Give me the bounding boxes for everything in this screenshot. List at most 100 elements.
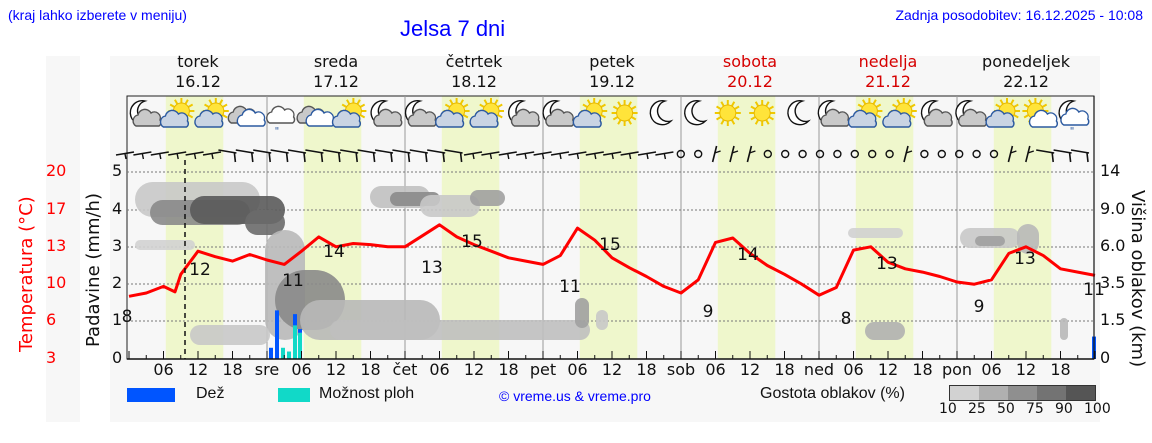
x-tick: 18 xyxy=(222,360,243,379)
day-label-5: nedelja 21.12 xyxy=(828,52,948,92)
temperature-label: 14 xyxy=(737,245,759,265)
day-name: petek xyxy=(589,52,635,71)
legend-showers-label: Možnost ploh xyxy=(319,385,415,402)
temperature-tick: 13 xyxy=(46,236,67,255)
x-tick: 06 xyxy=(153,360,174,379)
x-tick: 18 xyxy=(498,360,519,379)
legend-rain-swatch xyxy=(127,388,175,402)
cloud-height-tick: 0 xyxy=(1100,348,1111,367)
day-name: ponedeljek xyxy=(982,52,1070,71)
x-tick: 18 xyxy=(774,360,795,379)
x-tick: 06 xyxy=(705,360,726,379)
x-tick: sob xyxy=(666,360,696,379)
x-tick: 18 xyxy=(912,360,933,379)
x-tick: 06 xyxy=(429,360,450,379)
weather-icons: " " xyxy=(129,98,1090,137)
day-label-3: petek 19.12 xyxy=(552,52,672,92)
x-tick: čet xyxy=(392,360,418,379)
day-date: 17.12 xyxy=(313,72,359,91)
page-title: Jelsa 7 dni xyxy=(400,16,506,41)
temperature-label: 13 xyxy=(876,254,898,274)
x-tick: 18 xyxy=(360,360,381,379)
temperature-label: 12 xyxy=(189,260,211,280)
density-tick: 90 xyxy=(1055,401,1073,417)
cloud-density-label: Gostota oblakov (%) xyxy=(760,385,905,402)
temperature-label: 11 xyxy=(559,277,581,297)
copyright-link[interactable]: © vreme.us & vreme.pro xyxy=(499,388,651,404)
day-date: 19.12 xyxy=(589,72,635,91)
temperature-label: 8 xyxy=(841,309,852,329)
x-tick: 12 xyxy=(739,360,761,379)
x-tick: sre xyxy=(254,360,280,379)
density-tick: 10 xyxy=(939,401,957,417)
precipitation-tick: 1 xyxy=(112,310,123,329)
precipitation-tick: 3 xyxy=(112,236,123,255)
day-name: četrtek xyxy=(445,52,503,71)
temperature-line xyxy=(128,223,1096,298)
temperature-label: 15 xyxy=(461,232,483,252)
x-tick: pon xyxy=(941,360,973,379)
day-label-2: četrtek 18.12 xyxy=(414,52,534,92)
day-label-4: sobota 20.12 xyxy=(690,52,810,92)
temperature-tick: 3 xyxy=(46,348,57,367)
temperature-tick: 10 xyxy=(46,273,67,292)
svg-text:": " xyxy=(1070,126,1075,137)
cloud-height-tick: 9.0 xyxy=(1100,199,1126,218)
density-tick: 25 xyxy=(968,401,986,417)
cloud-density-scale xyxy=(949,385,1096,401)
cloud-height-tick: 6.0 xyxy=(1100,236,1126,255)
day-name: nedelja xyxy=(858,52,918,71)
temperature-label: 13 xyxy=(1014,249,1036,269)
day-label-6: ponedeljek 22.12 xyxy=(966,52,1086,92)
temperature-tick: 20 xyxy=(46,161,67,180)
cloud-height-tick: 14 xyxy=(1100,161,1121,180)
temperature-tick: 17 xyxy=(46,199,67,218)
x-tick-marks xyxy=(128,351,1096,359)
x-tick: pet xyxy=(529,360,557,379)
day-date: 20.12 xyxy=(727,72,773,91)
x-tick: 06 xyxy=(291,360,312,379)
cloud-density-field xyxy=(135,182,1068,345)
temperature-tick: 6 xyxy=(46,310,57,329)
x-tick: 12 xyxy=(463,360,485,379)
day-label-1: sreda 17.12 xyxy=(276,52,396,92)
precipitation-tick: 2 xyxy=(112,273,123,292)
day-date: 18.12 xyxy=(451,72,497,91)
precipitation-tick: 0 xyxy=(112,348,123,367)
temp-axis-panel xyxy=(46,56,80,422)
x-tick: ned xyxy=(803,360,835,379)
x-tick: 12 xyxy=(325,360,347,379)
x-tick: 12 xyxy=(601,360,623,379)
temperature-label: 9 xyxy=(703,302,714,322)
x-tick: 12 xyxy=(877,360,899,379)
density-swatch xyxy=(950,386,979,400)
svg-text:": " xyxy=(275,126,280,137)
temperature-label: 14 xyxy=(323,242,345,262)
day-name: torek xyxy=(177,52,219,71)
wind-barbs xyxy=(115,145,1090,163)
x-tick: 12 xyxy=(187,360,209,379)
density-swatch xyxy=(1037,386,1066,400)
temperature-label: 13 xyxy=(421,258,443,278)
density-swatch xyxy=(1008,386,1037,400)
day-date: 21.12 xyxy=(865,72,911,91)
legend-showers-swatch xyxy=(278,388,310,402)
density-tick: 75 xyxy=(1026,401,1044,417)
day-name: sobota xyxy=(722,52,778,71)
legend-rain-label: Dež xyxy=(196,385,225,402)
x-tick: 12 xyxy=(1015,360,1037,379)
location-menu-hint[interactable]: (kraj lahko izberete v meniju) xyxy=(8,7,187,23)
day-date: 22.12 xyxy=(1003,72,1049,91)
last-update: Zadnja posodobitev: 16.12.2025 - 10:08 xyxy=(895,7,1143,23)
precipitation-tick: 5 xyxy=(112,161,123,180)
cloud-height-tick: 1.5 xyxy=(1100,310,1126,329)
temperature-label: 11 xyxy=(282,271,304,291)
x-tick: 06 xyxy=(567,360,588,379)
day-name: sreda xyxy=(313,52,359,71)
density-swatch xyxy=(979,386,1008,400)
precipitation-tick: 4 xyxy=(112,199,123,218)
density-swatch xyxy=(1066,386,1095,400)
day-label-0: torek 16.12 xyxy=(138,52,258,92)
